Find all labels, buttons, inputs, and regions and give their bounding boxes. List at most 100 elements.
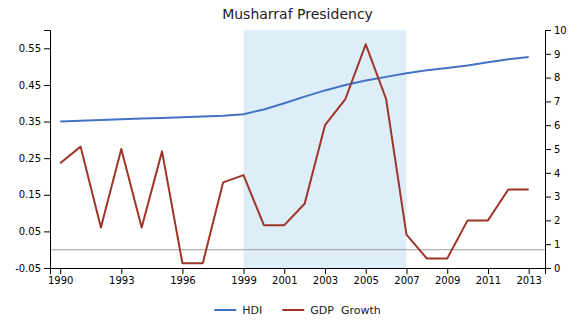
tick: 2013 [516, 268, 541, 286]
tick-label: -0.05 [15, 263, 41, 274]
legend-swatch [282, 309, 304, 311]
tick-mark [545, 220, 551, 221]
tick-mark [325, 268, 326, 274]
tick: 0.15 [19, 189, 50, 200]
tick: 4 [545, 168, 560, 179]
axis-line [44, 31, 51, 269]
x-axis: 1990 1993 1996 1999 2001 2003 2005 2007 2009 2011… [48, 268, 546, 286]
tick: 1993 [109, 268, 134, 286]
tick-mark [44, 231, 50, 232]
axis-line [546, 31, 552, 269]
tick-mark [182, 268, 183, 274]
tick: 0.55 [19, 43, 50, 54]
axis-line [51, 269, 546, 275]
reference-line [50, 249, 545, 250]
tick-label: 1 [554, 239, 560, 250]
tick: 2011 [476, 268, 501, 286]
y2-axis: 0 1 2 3 4 5 6 7 8 9 10 [545, 25, 567, 274]
tick-mark [488, 268, 489, 274]
tick-mark [44, 48, 50, 49]
tick-label: 1999 [231, 275, 256, 286]
tick: 6 [545, 120, 560, 131]
tick-label: 2001 [272, 275, 297, 286]
tick-label: 2005 [354, 275, 379, 286]
legend-label: GDP Growth [310, 304, 380, 317]
tick-mark [545, 173, 551, 174]
tick-label: 4 [554, 168, 560, 179]
tick: 2005 [354, 268, 379, 286]
tick: 2 [545, 215, 560, 226]
tick-label: 2009 [435, 275, 460, 286]
tick-mark [406, 268, 407, 274]
shaded-span [244, 30, 407, 268]
tick-mark [545, 244, 551, 245]
tick-label: 0.15 [19, 189, 41, 200]
tick-mark [284, 268, 285, 274]
series-line [60, 57, 529, 121]
tick: 0.25 [19, 153, 50, 164]
tick: 7 [545, 96, 560, 107]
tick-label: 6 [554, 120, 560, 131]
tick: 2001 [272, 268, 297, 286]
legend-item: HDI [214, 304, 262, 317]
tick-label: 0.35 [19, 116, 41, 127]
tick-mark [44, 195, 50, 196]
tick-label: 8 [554, 72, 560, 83]
tick: 0.35 [19, 116, 50, 127]
tick-label: 1996 [170, 275, 195, 286]
tick: 1990 [48, 268, 73, 286]
tick-mark [366, 268, 367, 274]
tick-mark [545, 125, 551, 126]
tick-mark [60, 268, 61, 274]
legend-swatch [214, 309, 236, 311]
tick-label: 10 [554, 25, 567, 36]
tick-label: 5 [554, 144, 560, 155]
tick-mark [44, 158, 50, 159]
tick-mark [44, 85, 50, 86]
tick-label: 2003 [313, 275, 338, 286]
tick: 2007 [394, 268, 419, 286]
tick-mark [44, 268, 50, 269]
tick-mark [545, 78, 551, 79]
chart-container: 1990199319961999200120032005200720092011… [0, 0, 585, 322]
tick-mark [545, 149, 551, 150]
chart-svg: 1990199319961999200120032005200720092011… [0, 0, 585, 322]
tick-label: 0.55 [19, 43, 41, 54]
tick: -0.05 [15, 263, 50, 274]
tick-mark [529, 268, 530, 274]
tick: 8 [545, 72, 560, 83]
tick-label: 2 [554, 215, 560, 226]
tick-label: 7 [554, 96, 560, 107]
tick-mark [545, 268, 551, 269]
chart-title: Musharraf Presidency [222, 6, 373, 22]
tick: 2003 [313, 268, 338, 286]
y-axis: -0.05 0.05 0.15 0.25 0.35 0.45 0.55 [15, 31, 50, 274]
tick: 1999 [231, 268, 256, 286]
tick-label: 1990 [48, 275, 73, 286]
tick-label: 0.25 [19, 153, 41, 164]
tick-mark [545, 30, 551, 31]
tick: 0.45 [19, 80, 50, 91]
tick: 0.05 [19, 226, 50, 237]
tick-label: 0.45 [19, 80, 41, 91]
tick-label: 0.05 [19, 226, 41, 237]
tick-label: 2011 [476, 275, 501, 286]
tick-label: 9 [554, 49, 560, 60]
tick-mark [545, 101, 551, 102]
tick-label: 2013 [516, 275, 541, 286]
tick: 2009 [435, 268, 460, 286]
tick: 10 [545, 25, 567, 36]
tick-label: 3 [554, 191, 560, 202]
tick-mark [447, 268, 448, 274]
tick-label: 1993 [109, 275, 134, 286]
tick-mark [121, 268, 122, 274]
legend-item: GDP Growth [282, 304, 380, 317]
tick-mark [545, 197, 551, 198]
tick-label: 2007 [394, 275, 419, 286]
tick: 3 [545, 191, 560, 202]
series-line [60, 44, 529, 263]
tick-mark [244, 268, 245, 274]
plot-area [50, 30, 545, 268]
tick-label: 0 [554, 263, 560, 274]
tick: 1996 [170, 268, 195, 286]
